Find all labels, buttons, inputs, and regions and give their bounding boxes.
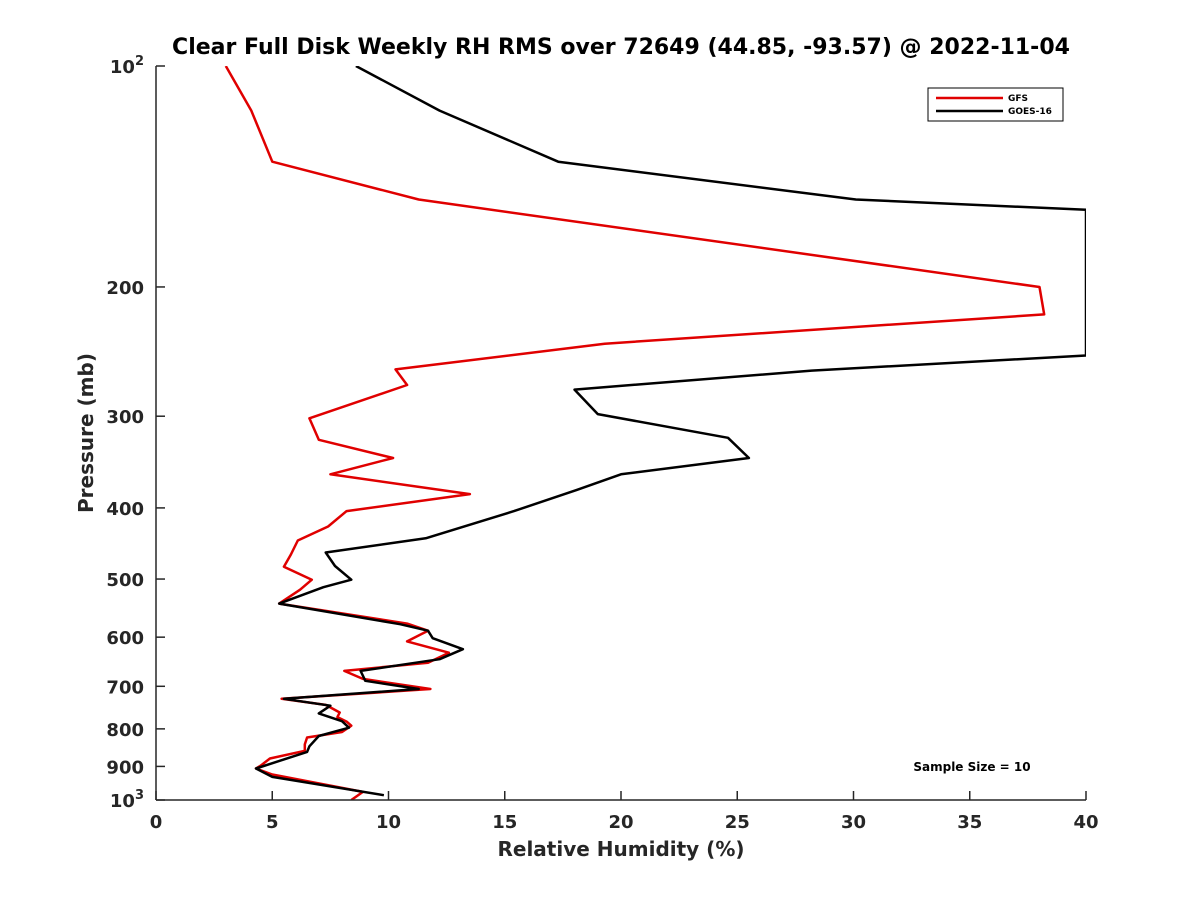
y-tick-label: 600 [106,628,144,649]
plot-area [156,66,1086,800]
x-axis-label: Relative Humidity (%) [497,837,744,861]
legend: GFS GOES-16 [927,87,1064,122]
x-tick-label: 10 [376,812,401,833]
sample-size-annotation: Sample Size = 10 [913,760,1030,774]
x-tick-label: 40 [1073,812,1098,833]
x-tick-label: 5 [266,812,279,833]
x-tick-label: 25 [725,812,750,833]
legend-label-goes16: GOES-16 [1008,107,1052,117]
y-tick-label: 200 [106,278,144,299]
y-tick-label: 300 [106,407,144,428]
y-tick-label: 800 [106,720,144,741]
x-tick-label: 30 [841,812,866,833]
x-tick-label: 35 [957,812,982,833]
x-ticks: 0 5 10 15 20 25 30 35 40 [150,791,1099,833]
y-tick-label: 500 [106,570,144,591]
y-ticks: 102 200 300 400 500 600 700 800 900 103 [106,54,165,812]
y-tick-label: 400 [106,499,144,520]
y-tick-label: 102 [110,54,144,78]
x-tick-label: 0 [150,812,163,833]
y-axis-label: Pressure (mb) [74,353,98,513]
legend-label-gfs: GFS [1008,94,1028,104]
series-layer [224,66,1086,800]
series-line-goes16 [254,66,1086,797]
y-tick-label: 103 [110,788,144,812]
y-tick-label: 700 [106,677,144,698]
y-tick-label: 900 [106,757,144,778]
x-tick-label: 20 [608,812,633,833]
legend-box [927,87,1064,122]
x-tick-label: 15 [492,812,517,833]
chart-title: Clear Full Disk Weekly RH RMS over 72649… [172,35,1070,60]
